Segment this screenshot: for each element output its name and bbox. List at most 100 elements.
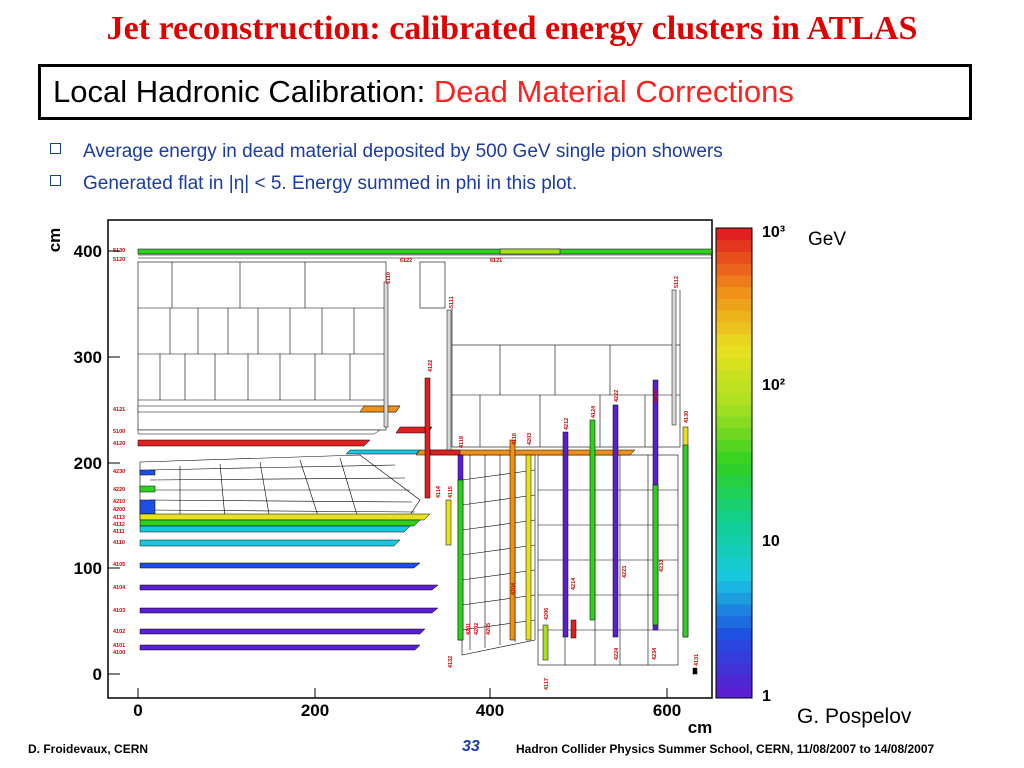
region-label: 6121 <box>490 258 502 264</box>
region-label: 4104 <box>113 585 126 591</box>
x-tick-label: 200 <box>301 701 329 720</box>
colorbar-band <box>716 369 752 382</box>
y-tick-label: 200 <box>74 454 102 473</box>
region-label: 4115 <box>448 486 454 498</box>
region-label: 4230 <box>113 469 125 475</box>
colorbar-band <box>716 639 752 652</box>
region-label: 4220 <box>113 487 125 493</box>
region-label: 4206 <box>544 608 550 620</box>
colorbar-band <box>716 345 752 358</box>
colorbar-band <box>716 592 752 605</box>
x-axis-label: cm <box>688 718 713 737</box>
colorbar-band <box>716 474 752 487</box>
region-label: 4202 <box>474 623 480 635</box>
colorbar-band <box>716 286 752 299</box>
region-label: 4130 <box>684 411 690 423</box>
colorbar-tick-label: 1 <box>762 688 771 705</box>
region-label: 4201 <box>466 623 472 635</box>
plot-frame <box>107 219 713 699</box>
square-bullet-icon <box>50 143 61 154</box>
colorbar-band <box>716 510 752 523</box>
square-bullet-icon <box>50 175 61 186</box>
colorbar-tick-label: 10 <box>762 533 780 550</box>
region-label: 4110 <box>113 540 125 546</box>
plot-author: G. Pospelov <box>797 705 912 728</box>
subtitle-black: Local Hadronic Calibration: <box>53 74 434 109</box>
region-label: 5110 <box>386 272 392 284</box>
y-axis-label: cm <box>45 228 64 253</box>
colorbar-band <box>716 521 752 534</box>
colorbar-band <box>716 239 752 252</box>
colorbar-tick-label: 10² <box>762 377 785 394</box>
region-label: 5120 <box>113 257 125 263</box>
region-label: 4118 <box>512 433 518 445</box>
region-label: 4234 <box>652 647 658 660</box>
subtitle-box: Local Hadronic Calibration: Dead Materia… <box>38 64 972 120</box>
x-tick-label: 400 <box>476 701 504 720</box>
region-label: 4222 <box>614 390 620 402</box>
colorbar-band <box>716 275 752 288</box>
colorbar-band <box>716 228 752 241</box>
colorbar-band <box>716 439 752 452</box>
bullet-text: Generated flat in |η| < 5. Energy summed… <box>83 173 578 194</box>
x-tick-label: 600 <box>653 701 681 720</box>
colorbar-band <box>716 604 752 617</box>
region-label: 4203 <box>527 433 533 445</box>
colorbar-band <box>716 651 752 664</box>
page-number: 33 <box>462 738 480 755</box>
footer-author: D. Froidevaux, CERN <box>28 742 149 756</box>
region-label: 4112 <box>113 522 125 528</box>
colorbar-band <box>716 263 752 276</box>
x-axis <box>137 688 668 698</box>
region-label: 4214 <box>571 577 577 590</box>
region-label: 5100 <box>113 429 125 435</box>
colorbar-band <box>716 662 752 675</box>
region-label: 4204 <box>511 582 517 595</box>
region-label: 4223 <box>622 566 628 578</box>
region-label: 4232 <box>654 390 660 402</box>
colorbar-band <box>716 404 752 417</box>
region-label: 4117 <box>544 678 550 690</box>
colorbar-band <box>716 333 752 346</box>
region-label: 4210 <box>113 499 125 505</box>
colorbar-band <box>716 463 752 476</box>
colorbar-band <box>716 427 752 440</box>
dead-material-regions <box>137 248 712 675</box>
colorbar-band <box>716 298 752 311</box>
region-label: 4119 <box>459 436 465 448</box>
region-label: 5111 <box>449 296 455 308</box>
bullet-item: Generated flat in |η| < 5. Energy summed… <box>50 170 723 202</box>
y-tick-label: 400 <box>74 242 102 261</box>
region-label: 4212 <box>564 418 570 430</box>
region-label: 4113 <box>113 515 125 521</box>
colorbar-band <box>716 674 752 687</box>
colorbar-band <box>716 686 752 699</box>
colorbar-band <box>716 545 752 558</box>
colorbar-band <box>716 451 752 464</box>
region-label: 4114 <box>436 485 442 498</box>
region-label: 4124 <box>591 405 597 418</box>
colorbar-band <box>716 498 752 511</box>
color-scale-bar <box>716 228 752 699</box>
colorbar-tick-label: 10³ <box>762 224 785 241</box>
colorbar-band <box>716 322 752 335</box>
region-label: 4233 <box>659 560 665 572</box>
colorbar-band <box>716 533 752 546</box>
region-label: 4102 <box>113 629 125 635</box>
colorbar-band <box>716 380 752 393</box>
colorbar-band <box>716 557 752 570</box>
region-label: 4224 <box>614 647 620 660</box>
bullet-item: Average energy in dead material deposite… <box>50 138 723 170</box>
colorbar-band <box>716 357 752 370</box>
subtitle-red: Dead Material Corrections <box>433 74 794 109</box>
color-scale-frame <box>715 227 753 699</box>
colorbar-band <box>716 486 752 499</box>
y-tick-label: 0 <box>93 665 102 684</box>
colorbar-band <box>716 310 752 323</box>
colorbar-band <box>716 251 752 264</box>
region-label: 4100 <box>113 650 125 656</box>
y-tick-label: 100 <box>74 559 102 578</box>
region-label: 4103 <box>113 608 125 614</box>
region-label: 4132 <box>448 656 454 668</box>
